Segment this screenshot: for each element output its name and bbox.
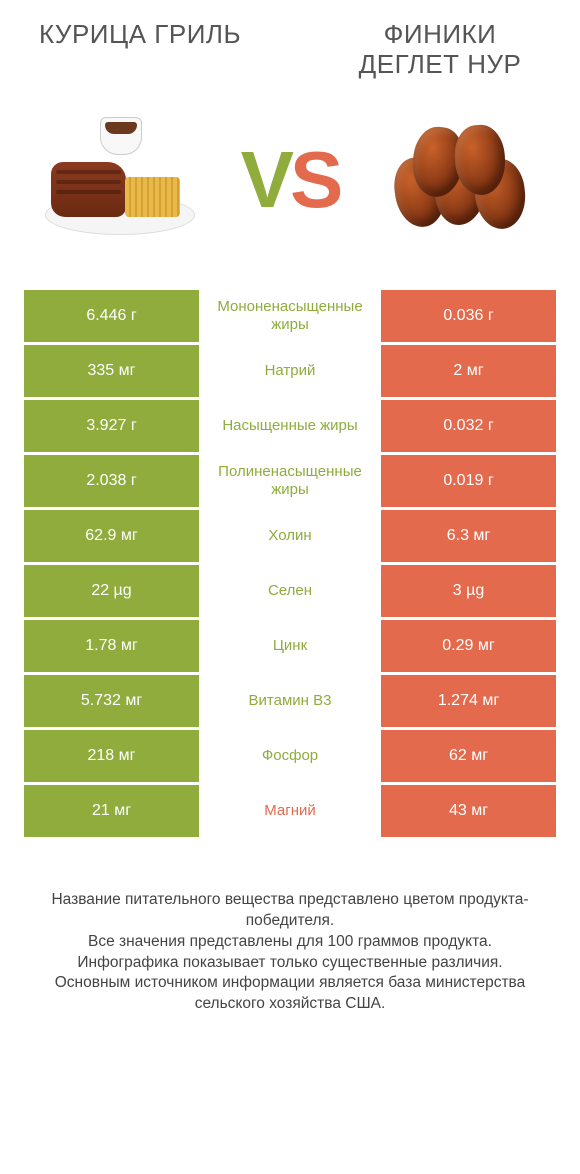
nutrient-name: Витамин B3 (199, 675, 381, 727)
images-row: VS (0, 90, 580, 290)
left-value: 3.927 г (24, 400, 199, 452)
left-value: 6.446 г (24, 290, 199, 342)
footer-notes: Название питательного вещества представл… (0, 840, 580, 1016)
right-value: 0.036 г (381, 290, 556, 342)
right-value: 43 мг (381, 785, 556, 837)
footer-line: Название питательного вещества представл… (28, 890, 552, 932)
left-value: 218 мг (24, 730, 199, 782)
dates-icon (385, 125, 535, 235)
nutrient-row: 2.038 гПолиненасыщенные жиры0.019 г (24, 455, 556, 510)
left-food-image (40, 115, 200, 245)
left-value: 335 мг (24, 345, 199, 397)
vs-label: VS (241, 140, 340, 220)
left-value: 5.732 мг (24, 675, 199, 727)
nutrient-row: 3.927 гНасыщенные жиры0.032 г (24, 400, 556, 455)
right-value: 3 µg (381, 565, 556, 617)
nutrient-name: Натрий (199, 345, 381, 397)
nutrient-row: 62.9 мгХолин6.3 мг (24, 510, 556, 565)
grilled-chicken-icon (45, 125, 195, 235)
nutrient-name: Магний (199, 785, 381, 837)
left-value: 62.9 мг (24, 510, 199, 562)
right-value: 0.29 мг (381, 620, 556, 672)
right-value: 0.032 г (381, 400, 556, 452)
nutrient-row: 5.732 мгВитамин B31.274 мг (24, 675, 556, 730)
vs-s-letter: S (290, 135, 339, 224)
nutrient-row: 218 мгФосфор62 мг (24, 730, 556, 785)
vs-v-letter: V (241, 135, 290, 224)
left-value: 21 мг (24, 785, 199, 837)
header: КУРИЦА ГРИЛЬ ФИНИКИ ДЕГЛЕТ НУР (0, 0, 580, 90)
nutrient-table: 6.446 гМононенасыщенные жиры0.036 г335 м… (0, 290, 580, 840)
footer-line: Все значения представлены для 100 граммо… (28, 932, 552, 953)
left-value: 2.038 г (24, 455, 199, 507)
nutrient-row: 1.78 мгЦинк0.29 мг (24, 620, 556, 675)
nutrient-name: Насыщенные жиры (199, 400, 381, 452)
left-food-title: КУРИЦА ГРИЛЬ (30, 20, 250, 80)
nutrient-name: Фосфор (199, 730, 381, 782)
nutrient-row: 21 мгМагний43 мг (24, 785, 556, 840)
nutrient-name: Полиненасыщенные жиры (199, 455, 381, 507)
left-value: 1.78 мг (24, 620, 199, 672)
right-value: 0.019 г (381, 455, 556, 507)
right-value: 1.274 мг (381, 675, 556, 727)
left-value: 22 µg (24, 565, 199, 617)
nutrient-name: Селен (199, 565, 381, 617)
nutrient-row: 6.446 гМононенасыщенные жиры0.036 г (24, 290, 556, 345)
right-food-image (380, 115, 540, 245)
right-value: 2 мг (381, 345, 556, 397)
right-value: 6.3 мг (381, 510, 556, 562)
right-food-title: ФИНИКИ ДЕГЛЕТ НУР (330, 20, 550, 80)
nutrient-row: 22 µgСелен3 µg (24, 565, 556, 620)
footer-line: Основным источником информации является … (28, 973, 552, 1015)
nutrient-name: Цинк (199, 620, 381, 672)
right-value: 62 мг (381, 730, 556, 782)
nutrient-name: Мононенасыщенные жиры (199, 290, 381, 342)
nutrient-row: 335 мгНатрий2 мг (24, 345, 556, 400)
footer-line: Инфографика показывает только существенн… (28, 953, 552, 974)
nutrient-name: Холин (199, 510, 381, 562)
